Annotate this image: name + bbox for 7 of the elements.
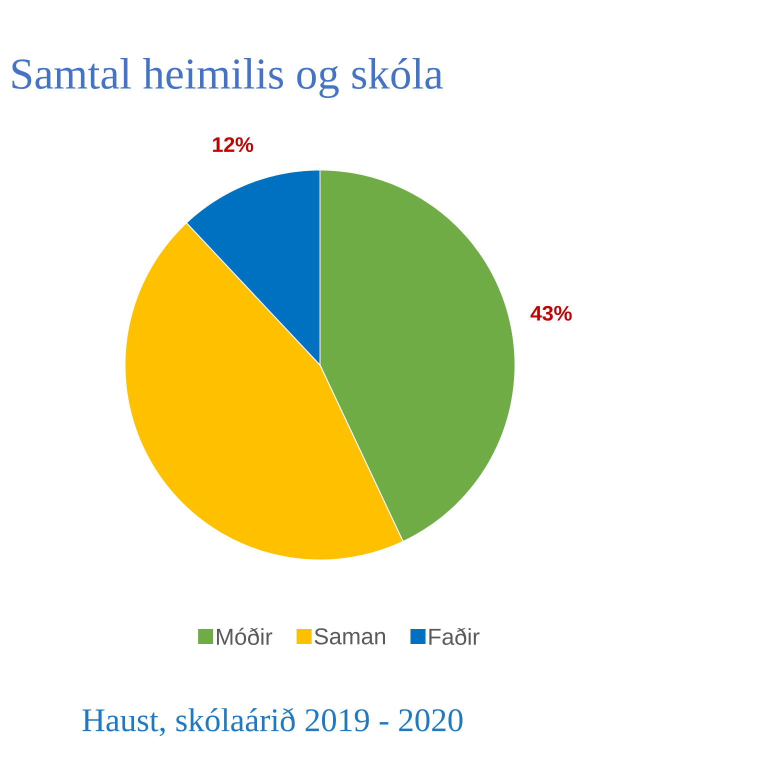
legend-label: Faðir [429, 628, 480, 645]
chart-title: Samtal heimilis og skóla [12, 58, 443, 98]
legend-label: Móðir [216, 628, 272, 645]
legend-label: Saman [314, 628, 386, 644]
text: Haust, skólaárið 2019 - 2020 [82, 708, 462, 736]
data-label: 12% [213, 137, 254, 152]
data-label: 43% [530, 306, 572, 321]
